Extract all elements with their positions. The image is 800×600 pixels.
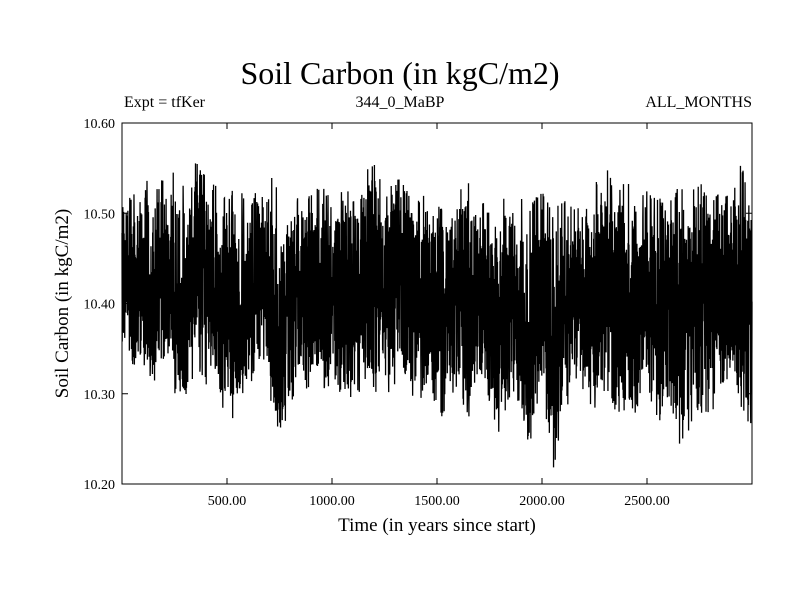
x-tick-label: 2000.00 [519, 494, 565, 509]
x-tick-label: 1000.00 [309, 494, 355, 509]
chart-title: Soil Carbon (in kgC/m2) [240, 55, 560, 91]
y-tick-label: 10.40 [84, 298, 116, 313]
x-tick-label: 1500.00 [414, 494, 460, 509]
x-axis-label: Time (in years since start) [338, 515, 536, 536]
y-tick-label: 10.60 [84, 117, 116, 132]
y-tick-label: 10.20 [84, 478, 116, 493]
experiment-label: Expt = tfKer [124, 94, 205, 111]
period-label: 344_0_MaBP [355, 94, 445, 111]
months-label: ALL_MONTHS [645, 94, 752, 111]
x-axis: 500.00 1000.00 1500.00 2000.00 2500.00 [208, 123, 670, 509]
y-tick-label: 10.30 [84, 388, 116, 403]
x-tick-label: 2500.00 [624, 494, 670, 509]
series-line [121, 163, 753, 468]
x-tick-label: 500.00 [208, 494, 247, 509]
plot-area [121, 163, 753, 468]
y-axis: 10.20 10.30 10.40 10.50 10.60 [84, 117, 752, 493]
y-tick-label: 10.50 [84, 207, 116, 222]
y-axis-label: Soil Carbon (in kgC/m2) [52, 209, 73, 398]
